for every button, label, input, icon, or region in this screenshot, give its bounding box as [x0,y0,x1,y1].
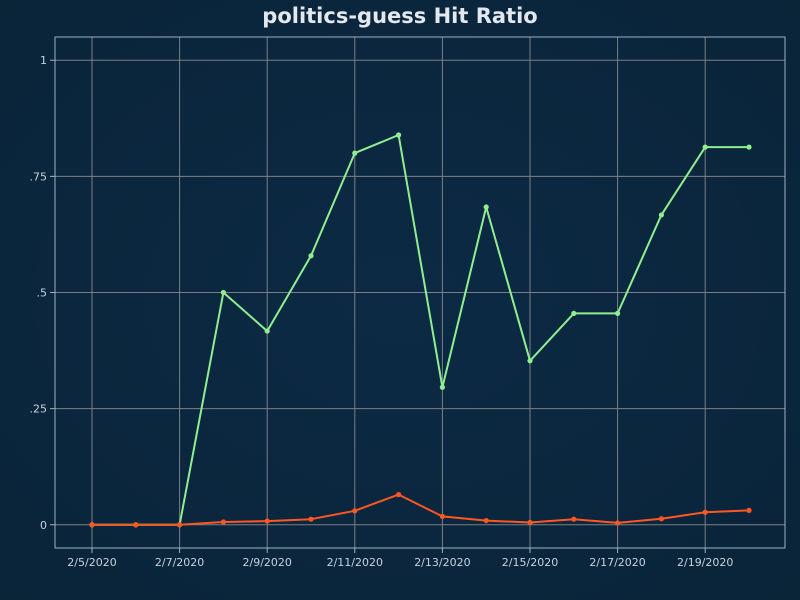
y-tick-label: .25 [30,403,48,416]
series-2-point [702,509,708,515]
y-axis: 0 .25 .5 .75 1 [30,54,55,532]
x-tick-label: 2/11/2020 [327,556,383,569]
y-tick-label: 1 [40,54,47,67]
x-tick-label: 2/15/2020 [502,556,558,569]
series-1-point [396,132,402,138]
series-2-point [308,516,314,522]
x-tick-label: 2/9/2020 [242,556,291,569]
x-tick-label: 2/13/2020 [414,556,470,569]
chart-title: politics-guess Hit Ratio [262,4,538,28]
gridlines [55,37,785,548]
x-tick-label: 2/5/2020 [67,556,116,569]
x-tick-label: 2/17/2020 [589,556,645,569]
series-2-point [439,513,445,520]
y-tick-label: .75 [30,170,48,183]
series-line-1 [92,134,749,526]
series-2-point [658,516,665,522]
series-2-point [746,507,752,513]
series-1-point [352,150,358,156]
series-layer [89,132,752,528]
series-1-point [746,144,752,150]
series-2-point [264,518,270,524]
series-1-point [483,204,489,210]
series-2-point [177,522,183,528]
series-1-point [615,310,621,317]
series-2-point [615,520,621,526]
series-2-point [483,517,489,524]
series-1-point [527,358,533,364]
series-2-point [352,508,358,514]
series-1-point [571,310,577,317]
series-2-point [220,519,226,525]
series-2-point [571,516,577,522]
y-tick-label: 0 [40,519,47,532]
series-2-point [527,519,533,526]
series-1-point [308,253,314,259]
x-tick-label: 2/7/2020 [155,556,204,569]
series-1-point [439,384,445,390]
x-axis: 2/5/2020 2/7/2020 2/9/2020 2/11/2020 2/13/20… [67,548,733,569]
series-2-point [89,522,95,528]
series-1-point [264,328,270,334]
series-1-point [658,212,665,218]
series-1-point [220,289,226,296]
series-2-point [396,491,402,498]
x-tick-label: 2/19/2020 [677,556,733,569]
series-1-point [702,144,708,150]
series-2-point [133,522,139,528]
y-tick-label: .5 [37,287,48,300]
series-line-2 [92,493,750,526]
